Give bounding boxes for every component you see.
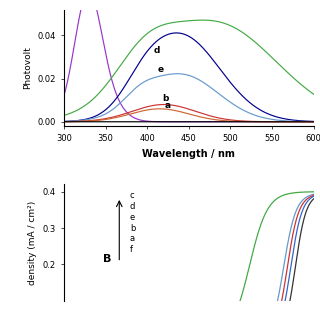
Y-axis label: Photovolt: Photovolt xyxy=(23,46,32,89)
Text: a: a xyxy=(165,101,171,110)
Text: e: e xyxy=(130,212,135,222)
Text: b: b xyxy=(162,94,169,103)
Text: d: d xyxy=(154,46,160,55)
Text: c: c xyxy=(130,191,135,200)
Text: b: b xyxy=(130,224,135,233)
Text: B: B xyxy=(103,254,111,264)
Y-axis label: density (mA / cm²): density (mA / cm²) xyxy=(28,200,37,285)
Text: d: d xyxy=(130,202,135,211)
X-axis label: Wavelength / nm: Wavelength / nm xyxy=(142,149,235,159)
Text: f: f xyxy=(130,245,133,254)
Text: a: a xyxy=(130,235,135,244)
Text: e: e xyxy=(158,65,164,74)
